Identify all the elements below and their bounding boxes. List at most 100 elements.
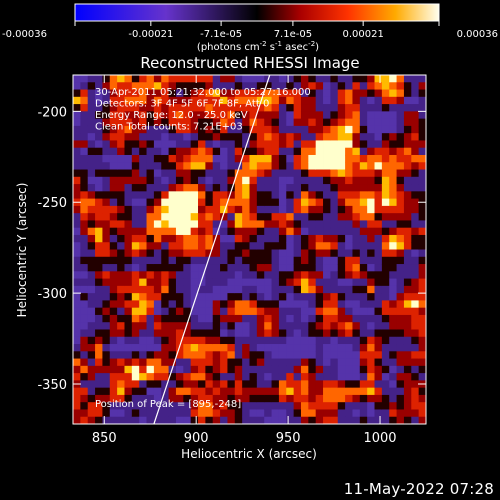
- heatmap-cell: [278, 387, 287, 396]
- heatmap-cell: [109, 293, 118, 301]
- heatmap-cell: [212, 220, 221, 229]
- heatmap-cell: [95, 351, 103, 359]
- heatmap-cell: [168, 394, 177, 403]
- heatmap-cell: [80, 89, 89, 98]
- heatmap-cell: [242, 293, 250, 301]
- heatmap-cell: [117, 75, 125, 83]
- heatmap-cell: [205, 409, 214, 418]
- heatmap-cell: [131, 365, 140, 374]
- heatmap-cell: [271, 169, 280, 178]
- heatmap-cell: [146, 162, 155, 170]
- heatmap-cell: [381, 198, 390, 207]
- heatmap-cell: [198, 75, 206, 83]
- heatmap-cell: [242, 351, 250, 359]
- heatmap-cell: [286, 402, 295, 410]
- heatmap-cell: [367, 380, 375, 389]
- heatmap-cell: [234, 293, 243, 301]
- heatmap-cell: [168, 75, 177, 83]
- heatmap-cell: [102, 307, 111, 316]
- heatmap-cell: [117, 118, 125, 127]
- heatmap-cell: [374, 358, 383, 367]
- heatmap-cell: [80, 336, 89, 345]
- heatmap-cell: [87, 184, 96, 192]
- heatmap-cell: [286, 394, 295, 403]
- heatmap-cell: [80, 169, 89, 178]
- heatmap-cell: [168, 314, 177, 323]
- heatmap-cell: [315, 373, 324, 381]
- heatmap-cell: [249, 198, 258, 207]
- heatmap-cell: [293, 154, 302, 163]
- heatmap-cell: [227, 358, 236, 367]
- heatmap-cell: [389, 307, 397, 316]
- heatmap-cell: [117, 249, 125, 258]
- heatmap-cell: [308, 380, 317, 389]
- heatmap-cell: [168, 220, 177, 229]
- heatmap-cell: [95, 278, 103, 287]
- heatmap-cell: [337, 242, 346, 250]
- heatmap-cell: [161, 336, 169, 345]
- heatmap-cell: [374, 205, 383, 214]
- heatmap-cell: [293, 314, 302, 323]
- heatmap-cell: [381, 104, 390, 112]
- heatmap-cell: [300, 416, 309, 424]
- heatmap-cell: [131, 242, 140, 250]
- heatmap-cell: [234, 205, 243, 214]
- heatmap-cell: [102, 227, 111, 236]
- y-tick-label: -250: [37, 196, 67, 211]
- heatmap-cell: [359, 358, 368, 367]
- heatmap-cell: [403, 351, 412, 359]
- heatmap-cell: [315, 351, 324, 359]
- heatmap-cell: [418, 220, 426, 229]
- heatmap-cell: [234, 300, 243, 309]
- heatmap-cell: [293, 402, 302, 410]
- heatmap-cell: [418, 213, 426, 221]
- heatmap-cell: [80, 256, 89, 265]
- heatmap-cell: [271, 293, 280, 301]
- heatmap-cell: [87, 227, 96, 236]
- heatmap-cell: [308, 154, 317, 163]
- heatmap-cell: [117, 184, 125, 192]
- heatmap-cell: [161, 176, 169, 185]
- heatmap-cell: [249, 82, 258, 90]
- heatmap-cell: [315, 264, 324, 272]
- heatmap-cell: [396, 147, 405, 156]
- heatmap-cell: [381, 147, 390, 156]
- heatmap-cell: [131, 96, 140, 105]
- heatmap-cell: [315, 344, 324, 352]
- heatmap-cell: [205, 307, 214, 316]
- heatmap-cell: [242, 176, 250, 185]
- heatmap-cell: [330, 96, 339, 105]
- heatmap-cell: [161, 293, 169, 301]
- heatmap-cell: [146, 394, 155, 403]
- axis-ticks: 850 900 950 1000-200-250-300-350: [37, 75, 426, 446]
- heatmap-cell: [374, 256, 383, 265]
- heatmap-cell: [286, 184, 295, 192]
- heatmap-cell: [168, 213, 177, 221]
- heatmap-cell: [227, 227, 236, 236]
- heatmap-cell: [198, 336, 206, 345]
- heatmap-cell: [308, 402, 317, 410]
- heatmap-cell: [198, 344, 206, 352]
- heatmap-cell: [80, 234, 89, 243]
- heatmap-cell: [80, 111, 89, 120]
- heatmap-cell: [146, 198, 155, 207]
- heatmap-cell: [249, 154, 258, 163]
- heatmap-cell: [264, 154, 272, 163]
- heatmap-cell: [242, 220, 250, 229]
- heatmap-cell: [345, 147, 353, 156]
- heatmap-cell: [315, 394, 324, 403]
- heatmap-cell: [330, 380, 339, 389]
- heatmap-cell: [242, 96, 250, 105]
- heatmap-cell: [117, 220, 125, 229]
- heatmap-cell: [220, 96, 228, 105]
- heatmap-cell: [256, 380, 265, 389]
- heatmap-cell: [198, 213, 206, 221]
- heatmap-cell: [359, 242, 368, 250]
- heatmap-cell: [308, 242, 317, 250]
- heatmap-cell: [374, 278, 383, 287]
- info-annotation-line: Detectors: 3F 4F 5F 6F 7F 8F, Att 0: [95, 99, 269, 110]
- heatmap-cell: [374, 307, 383, 316]
- heatmap-cell: [168, 344, 177, 352]
- heatmap-cell: [190, 271, 199, 279]
- heatmap-cell: [161, 125, 169, 134]
